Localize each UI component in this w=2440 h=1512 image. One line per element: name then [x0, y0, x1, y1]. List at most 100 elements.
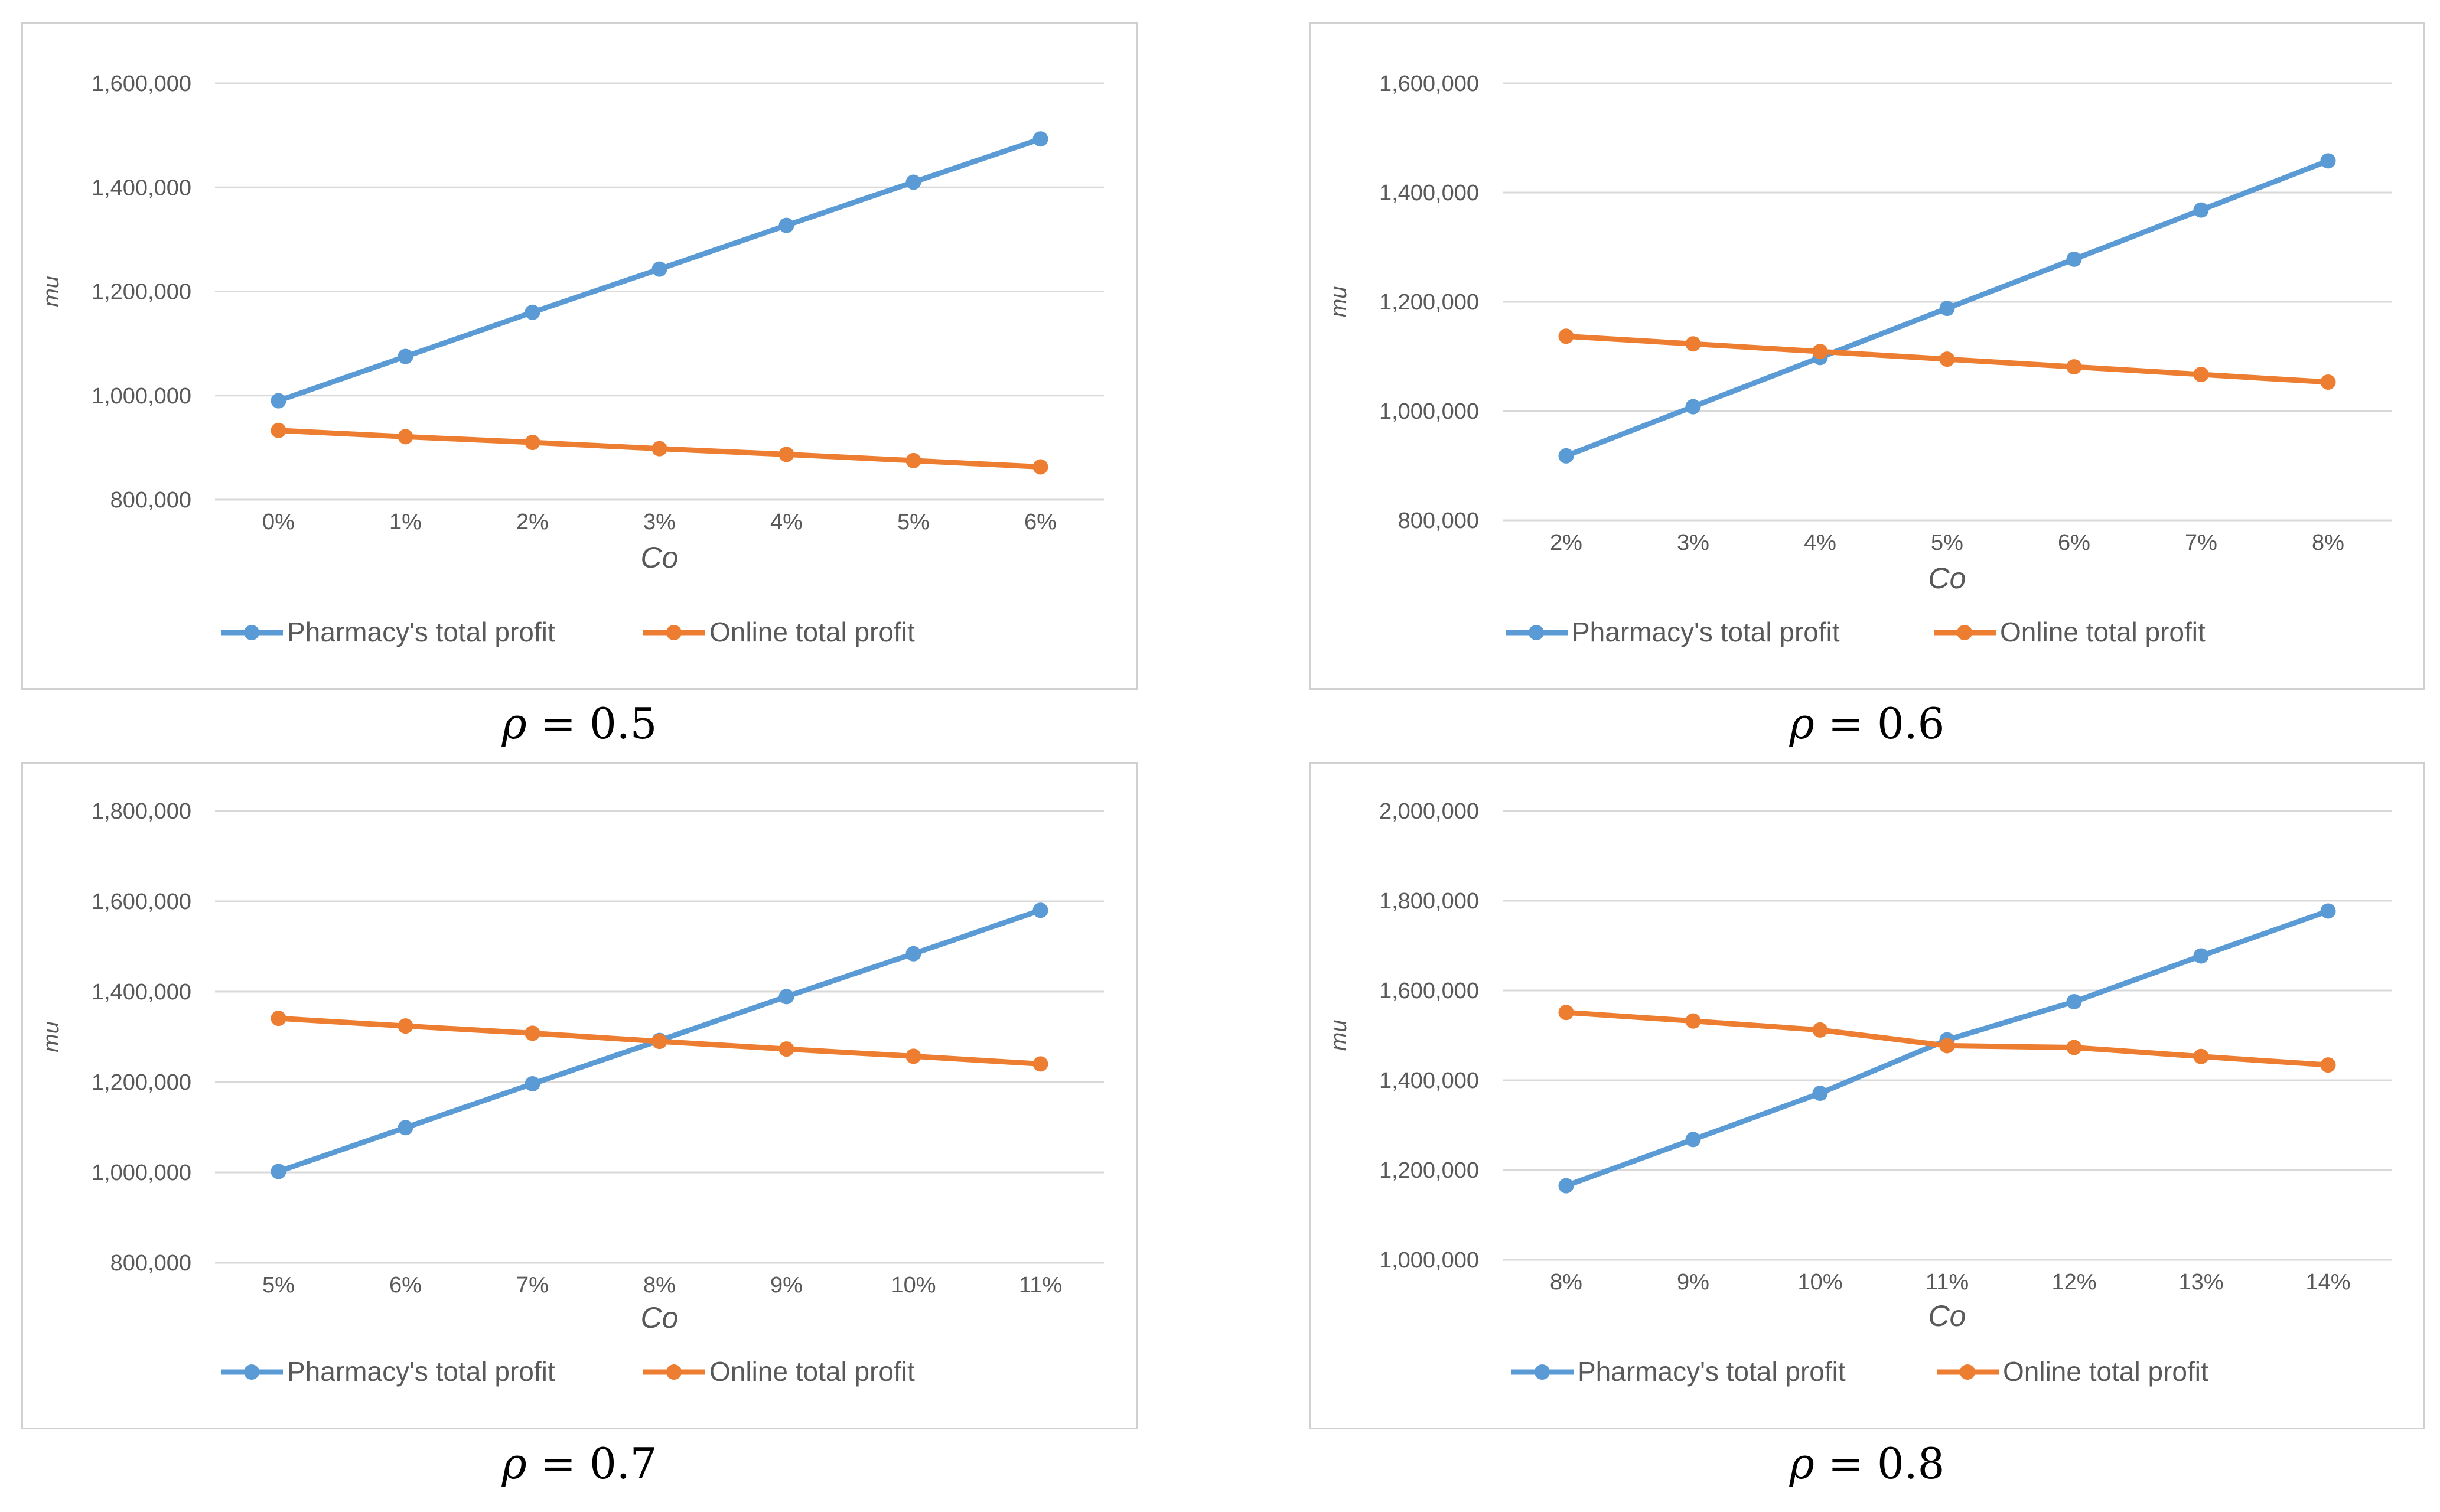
data-point — [1939, 1038, 1955, 1054]
data-point — [2066, 994, 2082, 1009]
caption-symbol: ρ — [501, 699, 527, 748]
caption-value: = 0.7 — [540, 1439, 657, 1488]
legend-label: Online total profit — [2000, 617, 2206, 647]
data-point — [778, 217, 794, 233]
data-point — [905, 452, 921, 468]
legend-label: Online total profit — [709, 617, 915, 647]
x-tick-label: 5% — [1931, 530, 1963, 555]
y-tick-label: 1,600,000 — [1379, 979, 1479, 1003]
y-tick-label: 1,000,000 — [1379, 399, 1479, 424]
caption-symbol: ρ — [1789, 1439, 1814, 1488]
caption-value: = 0.6 — [1827, 699, 1945, 748]
data-point — [1812, 1086, 1828, 1102]
data-point — [398, 1018, 413, 1034]
data-point — [651, 1034, 667, 1050]
x-axis-label: Co — [1928, 562, 1966, 595]
legend-label: Online total profit — [2003, 1356, 2208, 1387]
y-tick-label: 1,800,000 — [1379, 889, 1479, 914]
data-point — [2193, 367, 2209, 383]
y-axis-label: mu — [1327, 1020, 1351, 1051]
y-tick-label: 800,000 — [110, 1251, 191, 1276]
data-point — [1685, 1132, 1701, 1148]
y-tick-label: 1,200,000 — [92, 1070, 191, 1095]
data-point — [2066, 359, 2082, 375]
y-tick-label: 1,400,000 — [1379, 1068, 1479, 1093]
caption-value: = 0.8 — [1827, 1439, 1945, 1488]
x-tick-label: 7% — [516, 1273, 549, 1298]
chart-caption: ρ = 0.6 — [1309, 699, 2425, 748]
chart-svg: 800,000 1,000,000 1,200,000 1,400,000 1,600,… — [1327, 71, 2392, 647]
y-tick-label: 1,200,000 — [1379, 1158, 1479, 1183]
x-tick-label: 6% — [2058, 530, 2090, 555]
data-point — [1558, 1005, 1574, 1021]
legend-label: Pharmacy's total profit — [1572, 617, 1840, 647]
y-tick-label: 1,200,000 — [1379, 290, 1479, 315]
data-point — [525, 435, 540, 451]
x-tick-label: 9% — [770, 1273, 803, 1298]
x-tick-label: 8% — [2312, 530, 2344, 555]
y-axis-label: mu — [39, 276, 64, 307]
data-point — [2193, 948, 2209, 964]
data-point — [2320, 153, 2336, 169]
data-point — [1685, 1013, 1701, 1029]
chart-caption: ρ = 0.5 — [21, 699, 1138, 748]
caption-symbol: ρ — [501, 1439, 527, 1488]
x-tick-label: 2% — [1550, 530, 1582, 555]
legend-swatch-marker — [1960, 1364, 1975, 1380]
x-tick-label: 10% — [1797, 1270, 1842, 1295]
data-point — [525, 304, 540, 320]
data-point — [905, 946, 921, 962]
legend-swatch-marker — [1529, 625, 1544, 640]
caption-value: = 0.5 — [540, 699, 657, 748]
data-point — [778, 447, 794, 462]
x-tick-label: 2% — [516, 510, 549, 535]
caption-symbol: ρ — [1789, 699, 1814, 748]
legend-label: Pharmacy's total profit — [1578, 1356, 1846, 1387]
legend-label: Pharmacy's total profit — [287, 1356, 555, 1387]
data-point — [2066, 251, 2082, 267]
x-axis-label: Co — [1928, 1299, 1966, 1332]
y-tick-label: 1,000,000 — [92, 1161, 191, 1185]
y-axis-label: mu — [1327, 286, 1351, 318]
data-point — [525, 1076, 540, 1092]
chart-caption: ρ = 0.7 — [21, 1439, 1138, 1488]
legend-swatch-marker — [1535, 1364, 1550, 1380]
data-point — [1032, 131, 1048, 147]
data-point — [1558, 448, 1574, 464]
legend-swatch-marker — [244, 1364, 259, 1380]
chart-caption: ρ = 0.8 — [1309, 1439, 2425, 1488]
legend-label: Pharmacy's total profit — [287, 617, 555, 647]
x-tick-label: 3% — [643, 510, 676, 535]
data-point — [1939, 351, 1955, 367]
data-point — [271, 422, 286, 438]
legend-swatch-marker — [666, 1364, 682, 1380]
data-point — [1032, 459, 1048, 475]
chart-panel-rho-0-5: 800,000 1,000,000 1,200,000 1,400,000 1,600,… — [21, 22, 1138, 690]
y-tick-label: 1,400,000 — [92, 175, 191, 200]
x-tick-label: 6% — [389, 1273, 422, 1298]
y-tick-label: 1,800,000 — [92, 799, 191, 824]
data-point — [398, 1120, 413, 1136]
x-tick-label: 1% — [389, 510, 422, 535]
y-tick-label: 800,000 — [1398, 509, 1479, 533]
chart-panel-rho-0-6: 800,000 1,000,000 1,200,000 1,400,000 1,600,… — [1309, 22, 2425, 690]
data-point — [1939, 301, 1955, 317]
x-tick-label: 4% — [1804, 530, 1836, 555]
data-point — [2320, 374, 2336, 390]
data-point — [1032, 1056, 1048, 1072]
y-tick-label: 1,600,000 — [92, 889, 191, 914]
data-point — [1032, 902, 1048, 918]
data-point — [1558, 328, 1574, 344]
data-point — [1812, 1022, 1828, 1038]
y-tick-label: 1,000,000 — [92, 384, 191, 409]
x-tick-label: 3% — [1677, 530, 1709, 555]
x-tick-label: 11% — [1019, 1273, 1062, 1298]
y-tick-label: 800,000 — [110, 488, 191, 513]
x-axis-label: Co — [641, 1301, 679, 1334]
x-tick-label: 12% — [2051, 1270, 2096, 1295]
data-point — [398, 429, 413, 445]
x-tick-label: 6% — [1024, 510, 1057, 535]
x-axis-label: Co — [641, 541, 679, 574]
x-tick-label: 5% — [262, 1273, 295, 1298]
legend-swatch-marker — [244, 625, 259, 640]
